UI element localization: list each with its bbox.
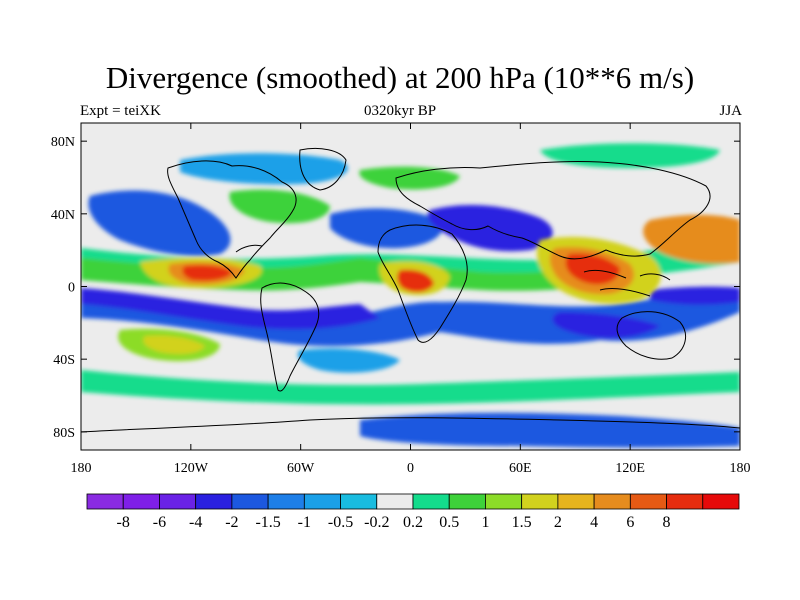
atlantic-blue (330, 208, 443, 249)
colorbar-swatch (231, 493, 269, 510)
colorbar-label: 0.2 (403, 514, 423, 531)
colorbar-label: -0.2 (364, 514, 389, 531)
eurasia-coast (395, 160, 711, 260)
colorbar-swatch (485, 493, 523, 510)
colorbar-swatch (521, 493, 559, 510)
colorbar-swatch (412, 493, 450, 510)
west-pacific-orange (643, 214, 740, 264)
season-label: JJA (719, 103, 742, 119)
colorbar-label: -6 (153, 514, 166, 531)
lat-tick-label: 80N (51, 135, 75, 150)
siberia-green (359, 166, 460, 190)
maritime-islands-coast (583, 269, 671, 297)
asia-strong-blue (427, 204, 553, 252)
africa-red (397, 269, 434, 293)
south-green-band (81, 370, 740, 405)
lon-tick-label: 180 (730, 461, 751, 476)
colorbar: -8 -6 -4 -2 -1.5 -1 -0.5 -0.2 0.2 0.5 1 1.5 2 4 6 8 (86, 493, 740, 531)
greenland-coast (299, 147, 347, 191)
south-america-coast (260, 282, 320, 392)
eastern-seaboard-coast (235, 244, 263, 253)
lon-tick-label: 120W (174, 461, 209, 476)
colorbar-label: 4 (590, 514, 598, 531)
north-atlantic-green (229, 189, 330, 224)
lon-tick-label: 60E (509, 461, 532, 476)
colorbar-label: 1 (481, 514, 489, 531)
colorbar-swatch (702, 493, 740, 510)
north-pacific-blue (88, 190, 231, 257)
maritime-red (565, 253, 620, 285)
africa-coast (377, 224, 468, 343)
east-pacific-red (182, 265, 232, 281)
colorbar-swatch (376, 493, 414, 510)
lon-tick-label: 120E (615, 461, 645, 476)
colorbar-label: 1.5 (512, 514, 532, 531)
antarctica-coast (81, 417, 740, 433)
colorbar-swatch (195, 493, 233, 510)
lat-tick-label: 40S (53, 353, 75, 368)
colorbar-swatch (629, 493, 667, 510)
coastlines (81, 147, 740, 433)
lat-tick-label: 80S (53, 426, 75, 441)
colorbar-swatch (448, 493, 486, 510)
latitude-axis: 80N 40N 0 40S 80S (51, 135, 740, 441)
colorbar-label: -8 (117, 514, 130, 531)
colorbar-swatch (303, 493, 341, 510)
colorbar-swatch (593, 493, 631, 510)
colorbar-label: 0.5 (439, 514, 459, 531)
south-atlantic-blue (297, 348, 400, 373)
colorbar-label: -2 (225, 514, 238, 531)
south-pacific-yellow (143, 335, 205, 354)
experiment-label: Expt = teiXK (80, 103, 161, 119)
colorbar-swatch (340, 493, 378, 510)
plot-title: Divergence (smoothed) at 200 hPa (10**6 … (105, 60, 695, 95)
arctic-blue (180, 153, 348, 185)
lon-tick-label: 0 (407, 461, 414, 476)
north-america-coast (167, 160, 297, 279)
time-label: 0320kyr BP (363, 103, 437, 119)
divergence-field (81, 123, 740, 450)
colorbar-label: 2 (554, 514, 562, 531)
pacific-east-blue (650, 286, 740, 305)
colorbar-label: 6 (626, 514, 634, 531)
colorbar-label: -1.5 (255, 514, 280, 531)
colorbar-swatch (557, 493, 595, 510)
equatorial-strong-blue (81, 288, 380, 330)
southern-ocean-blue (360, 412, 740, 448)
colorbar-label: -4 (189, 514, 202, 531)
colorbar-swatch (159, 493, 197, 510)
colorbar-swatch (122, 493, 160, 510)
colorbar-label: -0.5 (328, 514, 353, 531)
longitude-axis: 180 120W 60W 0 60E 120E 180 (71, 123, 751, 476)
colorbar-label: -1 (298, 514, 311, 531)
lat-tick-label: 0 (68, 281, 75, 296)
colorbar-swatch (86, 493, 124, 510)
australia-coast (616, 311, 687, 360)
colorbar-label: 8 (663, 514, 671, 531)
lat-tick-label: 40N (51, 208, 75, 223)
indian-ocean-blue (552, 312, 660, 339)
colorbar-swatch (267, 493, 305, 510)
colorbar-swatch (666, 493, 704, 510)
lon-tick-label: 180 (71, 461, 92, 476)
lon-tick-label: 60W (287, 461, 315, 476)
